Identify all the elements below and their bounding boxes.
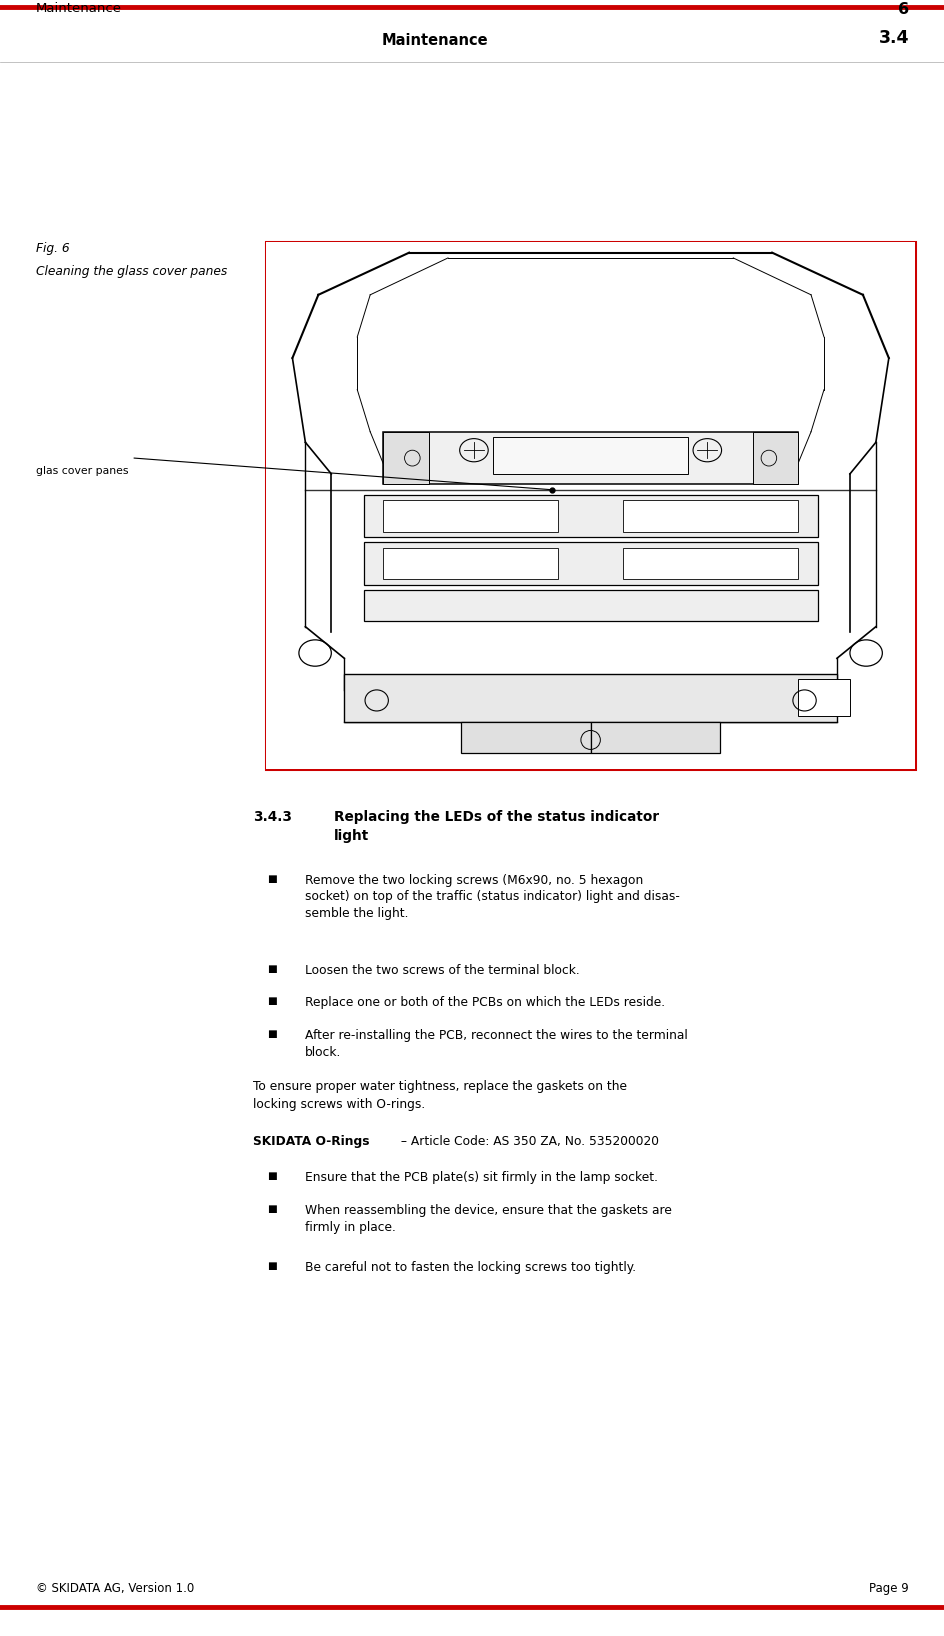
Text: ■: ■ (267, 874, 277, 883)
Text: Maintenance: Maintenance (381, 33, 487, 47)
Text: After re-installing the PCB, reconnect the wires to the terminal
block.: After re-installing the PCB, reconnect t… (305, 1029, 687, 1058)
Text: Replace one or both of the PCBs on which the LEDs reside.: Replace one or both of the PCBs on which… (305, 996, 665, 1009)
Bar (382, 432, 428, 484)
Bar (363, 496, 817, 537)
Text: ■: ■ (267, 1204, 277, 1214)
Text: glas cover panes: glas cover panes (36, 466, 128, 476)
Bar (344, 674, 836, 721)
Bar (382, 501, 558, 532)
Text: ■: ■ (267, 1171, 277, 1181)
Text: SKIDATA O-Rings: SKIDATA O-Rings (253, 1135, 369, 1148)
Bar (622, 548, 798, 579)
Text: ■: ■ (267, 1261, 277, 1271)
Bar (382, 548, 558, 579)
Bar (363, 543, 817, 584)
Bar (590, 721, 719, 753)
Text: Page 9: Page 9 (868, 1582, 908, 1595)
Text: To ensure proper water tightness, replace the gaskets on the
locking screws with: To ensure proper water tightness, replac… (253, 1080, 627, 1111)
Text: When reassembling the device, ensure that the gaskets are
firmly in place.: When reassembling the device, ensure tha… (305, 1204, 671, 1234)
Text: 6: 6 (897, 2, 908, 16)
Text: Remove the two locking screws (M6x90, no. 5 hexagon
socket) on top of the traffi: Remove the two locking screws (M6x90, no… (305, 874, 680, 919)
Bar (461, 721, 590, 753)
Bar (363, 591, 817, 622)
Text: 3.4.3: 3.4.3 (253, 810, 292, 825)
Text: Fig. 6: Fig. 6 (36, 242, 70, 255)
Bar (751, 432, 798, 484)
Text: Cleaning the glass cover panes: Cleaning the glass cover panes (36, 265, 227, 278)
Text: Maintenance: Maintenance (36, 2, 122, 15)
Bar (382, 432, 798, 484)
Text: 3.4: 3.4 (878, 29, 908, 47)
Text: Loosen the two screws of the terminal block.: Loosen the two screws of the terminal bl… (305, 964, 580, 977)
Bar (493, 437, 687, 474)
Bar (266, 242, 914, 769)
Bar (622, 501, 798, 532)
Bar (798, 679, 849, 717)
Text: © SKIDATA AG, Version 1.0: © SKIDATA AG, Version 1.0 (36, 1582, 194, 1595)
Text: ■: ■ (267, 996, 277, 1006)
Text: Be careful not to fasten the locking screws too tightly.: Be careful not to fasten the locking scr… (305, 1261, 635, 1274)
Bar (266, 242, 914, 769)
Text: ■: ■ (267, 964, 277, 973)
Text: – Article Code: AS 350 ZA, No. 535200020: – Article Code: AS 350 ZA, No. 535200020 (396, 1135, 658, 1148)
Text: Replacing the LEDs of the status indicator
light: Replacing the LEDs of the status indicat… (333, 810, 658, 843)
Text: Ensure that the PCB plate(s) sit firmly in the lamp socket.: Ensure that the PCB plate(s) sit firmly … (305, 1171, 658, 1184)
Text: ■: ■ (267, 1029, 277, 1039)
